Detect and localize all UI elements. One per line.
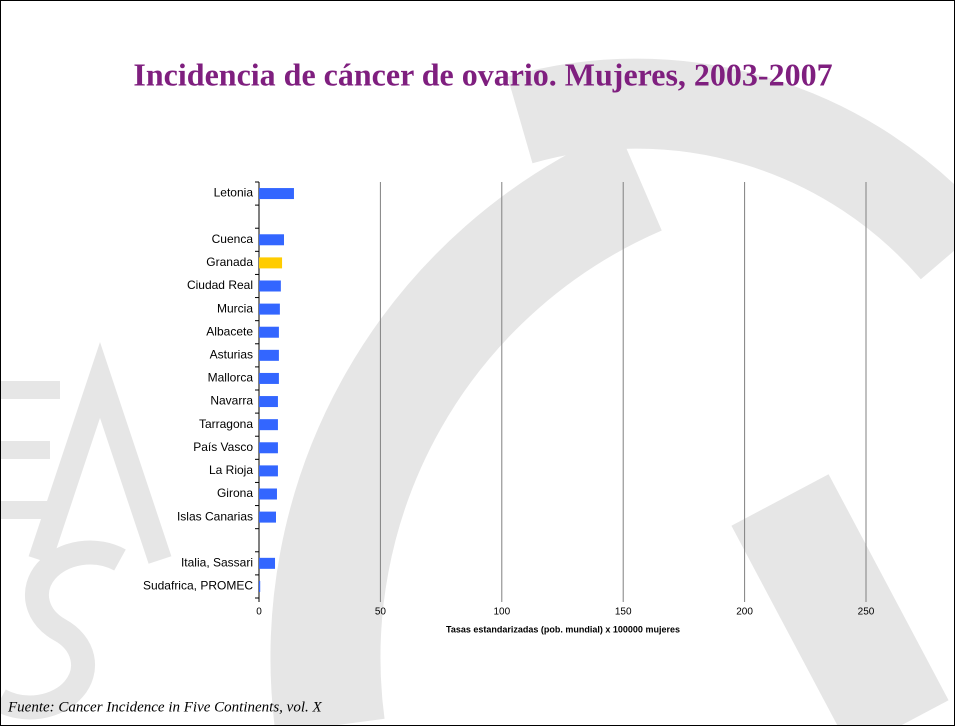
bar	[259, 326, 279, 338]
bar	[259, 488, 277, 500]
chart-title: Incidencia de cáncer de ovario. Mujeres,…	[133, 56, 832, 92]
y-tick-label: Letonia	[214, 186, 254, 200]
bar	[259, 303, 280, 315]
bar	[259, 419, 278, 431]
y-tick-label: Murcia	[217, 301, 253, 315]
bar	[259, 188, 294, 200]
bar	[259, 396, 278, 408]
y-tick-label: Navarra	[210, 394, 253, 408]
bar	[259, 442, 278, 454]
bar	[259, 465, 278, 477]
y-tick-label: Granada	[206, 255, 253, 269]
y-tick-label: Islas Canarias	[177, 509, 253, 523]
bar	[259, 372, 279, 384]
y-tick-label: Sudafrica, PROMEC	[143, 579, 253, 593]
x-tick-label: 50	[375, 607, 387, 618]
y-tick-label: Cuenca	[212, 232, 254, 246]
bar	[259, 234, 285, 246]
y-tick-label: Ciudad Real	[187, 278, 253, 292]
x-tick-label: 250	[858, 607, 875, 618]
x-tick-label: 100	[493, 607, 510, 618]
bar	[259, 257, 283, 269]
y-tick-label: Tarragona	[199, 417, 253, 431]
y-tick-label: Albacete	[206, 324, 253, 338]
y-tick-label: País Vasco	[193, 440, 253, 454]
y-tick-label: Girona	[217, 486, 253, 500]
y-tick-label: Asturias	[210, 348, 253, 362]
x-tick-label: 200	[736, 607, 753, 618]
bar	[259, 349, 279, 361]
y-tick-label: La Rioja	[209, 463, 253, 477]
source-note: Fuente: Cancer Incidence in Five Contine…	[7, 699, 322, 715]
x-tick-label: 150	[615, 607, 632, 618]
bar	[259, 580, 261, 592]
bar	[259, 280, 281, 292]
x-axis-label: Tasas estandarizadas (pob. mundial) x 10…	[446, 624, 680, 634]
bar	[259, 557, 276, 569]
y-tick-label: Mallorca	[208, 371, 254, 385]
x-tick-label: 0	[256, 607, 262, 618]
watermark	[0, 58, 955, 726]
y-tick-label: Italia, Sassari	[181, 556, 253, 570]
bar	[259, 511, 276, 523]
